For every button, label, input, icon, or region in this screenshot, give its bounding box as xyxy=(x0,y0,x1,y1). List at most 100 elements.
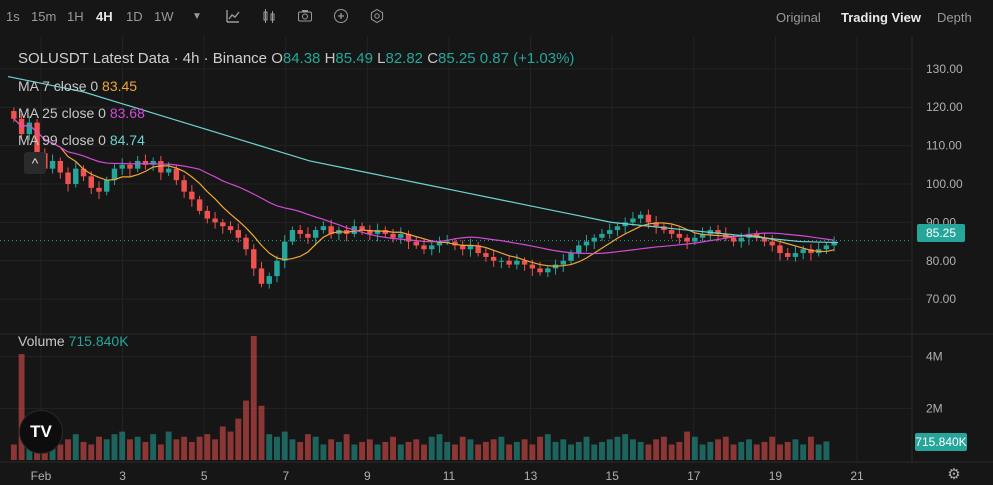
price-chart[interactable]: 130.00120.00110.00100.0090.0080.0070.004… xyxy=(0,36,993,485)
time-tick-label: Feb xyxy=(31,469,52,483)
candle-body xyxy=(436,241,443,246)
volume-bar xyxy=(18,354,25,460)
close-label: C xyxy=(427,50,439,67)
time-tick-label: 21 xyxy=(850,469,864,483)
volume-bar xyxy=(575,441,582,460)
candle-body xyxy=(382,230,389,234)
chevron-down-icon[interactable]: ▼ xyxy=(192,11,202,22)
volume-bar xyxy=(374,444,381,460)
volume-tick-label: 4M xyxy=(926,350,943,364)
tab-original[interactable]: Original xyxy=(776,10,821,25)
candle-body xyxy=(367,230,373,234)
candle-body xyxy=(88,176,94,188)
price-tick-label: 130.00 xyxy=(926,62,963,76)
candle-body xyxy=(297,230,303,234)
candle-body xyxy=(189,191,195,200)
candle-body xyxy=(800,249,806,254)
volume-bar xyxy=(390,436,396,460)
volume-bar xyxy=(181,436,188,460)
camera-icon[interactable] xyxy=(296,8,314,26)
volume-bar xyxy=(444,441,451,460)
volume-bar xyxy=(568,444,574,460)
candle-body xyxy=(614,226,621,231)
candle-body xyxy=(243,237,249,250)
volume-bar xyxy=(281,431,288,460)
volume-bar xyxy=(614,436,621,460)
volume-bar xyxy=(297,441,304,460)
time-tick-label: 5 xyxy=(201,469,208,483)
interval-1h[interactable]: 1H xyxy=(67,9,84,24)
last-price-tag: 85.25 xyxy=(917,224,965,242)
volume-bar xyxy=(258,405,265,460)
volume-bar xyxy=(660,436,667,460)
volume-bar xyxy=(475,444,482,460)
candle-body xyxy=(576,245,582,254)
ma99-value: 84.74 xyxy=(109,132,145,148)
volume-value: 715.840K xyxy=(68,333,129,349)
gear-icon[interactable]: ⚙ xyxy=(947,466,961,483)
volume-bar xyxy=(815,444,822,460)
candle-body xyxy=(699,233,706,238)
volume-bar xyxy=(150,434,157,460)
candle-body xyxy=(142,160,149,165)
candle-body xyxy=(134,160,141,169)
volume-bar xyxy=(467,439,474,460)
volume-bar xyxy=(699,444,706,460)
candle-body xyxy=(413,241,419,246)
volume-bar xyxy=(529,444,536,460)
tab-trading-view[interactable]: Trading View xyxy=(841,10,921,25)
candles-icon[interactable] xyxy=(260,8,278,26)
candle-body xyxy=(274,260,280,277)
ma25-line xyxy=(13,118,835,255)
candle-body xyxy=(165,168,172,173)
volume-bar xyxy=(219,426,226,460)
candle-body xyxy=(761,237,768,242)
collapse-legend-button[interactable]: ^ xyxy=(24,152,46,174)
tab-depth[interactable]: Depth xyxy=(937,10,972,25)
volume-bar xyxy=(521,439,528,460)
ma25-value: 83.68 xyxy=(109,105,145,121)
candle-body xyxy=(258,268,265,284)
candle-body xyxy=(127,164,133,169)
volume-bar xyxy=(715,439,721,460)
volume-bar xyxy=(320,444,327,460)
candle-body xyxy=(514,260,520,265)
candle-body xyxy=(560,260,566,265)
candle-body xyxy=(405,233,412,242)
interval-1w[interactable]: 1W xyxy=(154,9,174,24)
last-volume-tag: 715.840K xyxy=(915,433,967,451)
ohlc-legend: SOLUSDT Latest Data · 4h · Binance O84.3… xyxy=(18,50,574,67)
price-tick-label: 110.00 xyxy=(926,139,962,153)
volume-bar xyxy=(212,439,219,460)
add-icon[interactable] xyxy=(332,8,350,26)
candle-body xyxy=(459,245,466,250)
volume-bar xyxy=(730,444,737,460)
candle-body xyxy=(467,245,474,250)
candle-body xyxy=(119,164,125,169)
volume-bar xyxy=(784,441,791,460)
volume-bar xyxy=(769,436,776,460)
volume-bar xyxy=(482,441,489,460)
candle-body xyxy=(630,218,636,223)
open-value: 84.38 xyxy=(282,50,321,67)
volume-bar xyxy=(96,436,102,460)
candle-body xyxy=(26,122,33,135)
volume-bar xyxy=(599,441,605,460)
volume-bar xyxy=(537,436,544,460)
tradingview-logo[interactable]: TV xyxy=(19,410,63,454)
volume-bar xyxy=(452,444,458,460)
volume-bar xyxy=(119,431,126,460)
interval-1d[interactable]: 1D xyxy=(126,9,143,24)
interval-15m[interactable]: 15m xyxy=(31,9,57,24)
ma25-label: MA 25 close 0 xyxy=(18,105,106,121)
candle-body xyxy=(599,233,605,238)
interval-4h[interactable]: 4H xyxy=(96,9,113,24)
settings-icon[interactable] xyxy=(368,8,386,26)
candle-body xyxy=(529,264,536,269)
candle-body xyxy=(11,111,17,119)
candle-body xyxy=(374,230,381,234)
candle-body xyxy=(676,233,683,238)
close-value: 85.25 xyxy=(438,50,476,67)
chart-type-icon[interactable] xyxy=(224,8,242,26)
interval-1s[interactable]: 1s xyxy=(6,9,20,24)
